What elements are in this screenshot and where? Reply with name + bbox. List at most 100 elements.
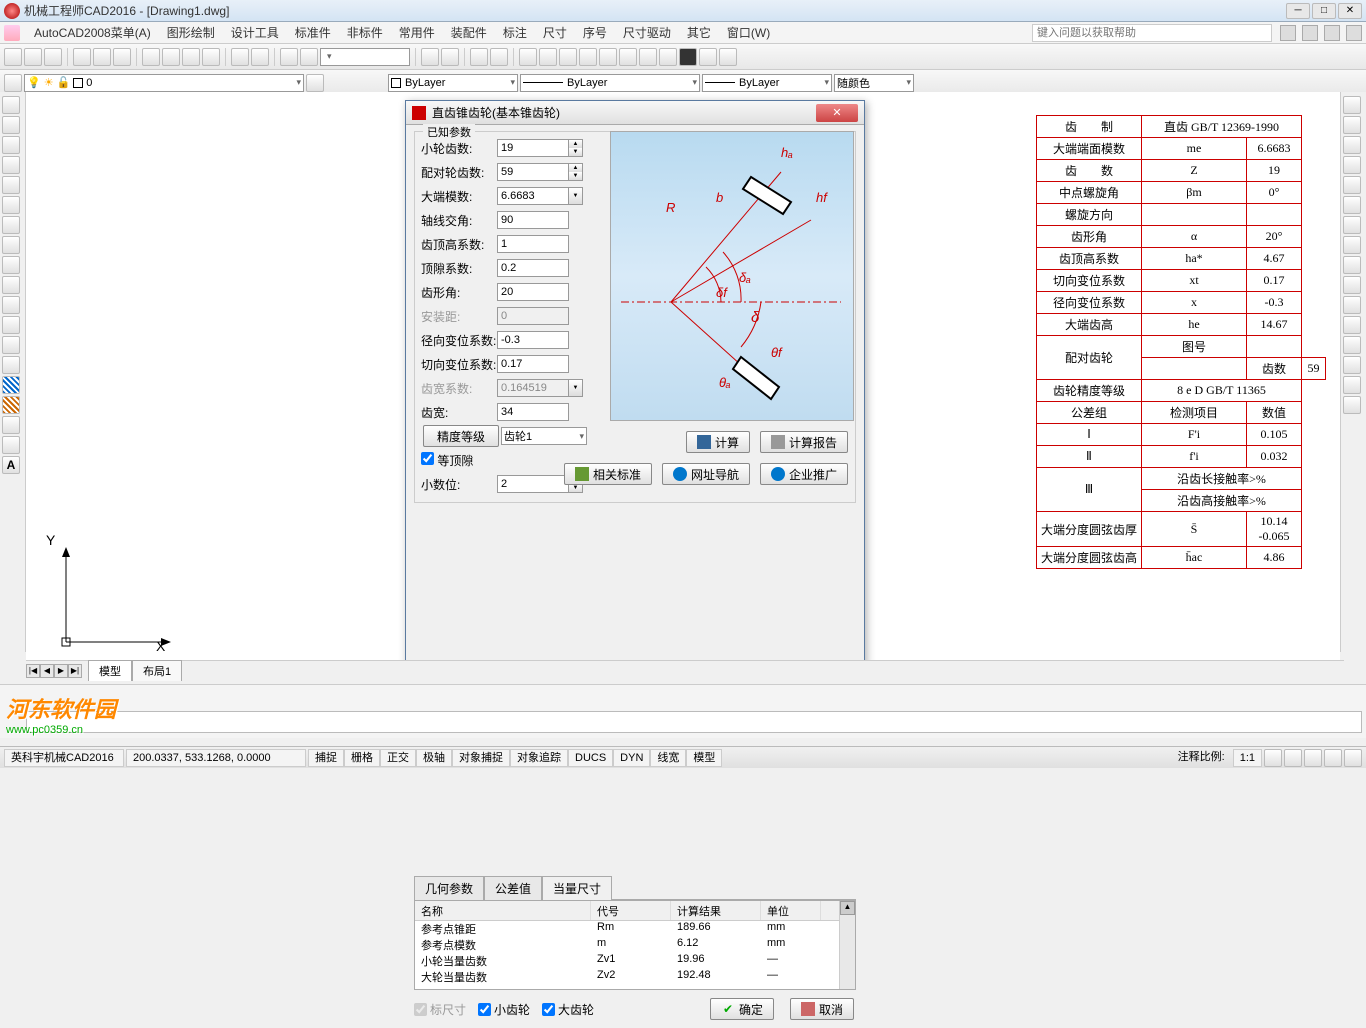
- join-tool[interactable]: [1343, 336, 1361, 354]
- rotate-tool[interactable]: [1343, 216, 1361, 234]
- copy-tool[interactable]: [1343, 116, 1361, 134]
- break-tool[interactable]: [1343, 316, 1361, 334]
- standards-button[interactable]: 相关标准: [564, 463, 652, 485]
- annotation-vis-button[interactable]: [1284, 749, 1302, 767]
- status-toggle-对象捕捉[interactable]: 对象捕捉: [452, 749, 510, 767]
- new-button[interactable]: [4, 48, 22, 66]
- status-toggle-线宽[interactable]: 线宽: [650, 749, 686, 767]
- results-scrollbar[interactable]: ▲: [839, 901, 855, 989]
- zoom-button[interactable]: [300, 48, 318, 66]
- pan-button[interactable]: [280, 48, 298, 66]
- lineweight-combo[interactable]: ByLayer: [702, 74, 832, 92]
- gear-select-combo[interactable]: 齿轮1: [501, 427, 587, 445]
- trim-tool[interactable]: [1343, 276, 1361, 294]
- param-input[interactable]: [497, 259, 569, 277]
- layer-tool-button[interactable]: [306, 74, 324, 92]
- arc-tool[interactable]: [2, 196, 20, 214]
- tool-button[interactable]: [559, 48, 577, 66]
- tool-button[interactable]: [421, 48, 439, 66]
- status-toggle-捕捉[interactable]: 捕捉: [308, 749, 344, 767]
- preview-button[interactable]: [93, 48, 111, 66]
- ok-button[interactable]: ✔确定: [710, 998, 774, 1020]
- tool-button[interactable]: [619, 48, 637, 66]
- menu-item[interactable]: 标注: [495, 22, 535, 43]
- tool-button[interactable]: [699, 48, 717, 66]
- mirror-tool[interactable]: [1343, 136, 1361, 154]
- xline-tool[interactable]: [2, 116, 20, 134]
- plotstyle-combo[interactable]: 随颜色: [834, 74, 914, 92]
- tool-button[interactable]: [659, 48, 677, 66]
- param-input[interactable]: [497, 211, 569, 229]
- chamfer-tool[interactable]: [1343, 356, 1361, 374]
- spinner-button[interactable]: ▲▼: [569, 163, 583, 181]
- param-input[interactable]: [497, 163, 569, 181]
- combo-button[interactable]: ▼: [569, 379, 583, 397]
- offset-tool[interactable]: [1343, 156, 1361, 174]
- fillet-tool[interactable]: [1343, 376, 1361, 394]
- status-tool-button[interactable]: [1304, 749, 1322, 767]
- precision-button[interactable]: 精度等级: [423, 425, 499, 447]
- maximize-button[interactable]: □: [1312, 3, 1336, 19]
- cancel-button[interactable]: 取消: [790, 998, 854, 1020]
- combo-button[interactable]: ▼: [569, 187, 583, 205]
- promo-button[interactable]: 企业推广: [760, 463, 848, 485]
- search-icon[interactable]: [1280, 25, 1296, 41]
- tool-button[interactable]: [470, 48, 488, 66]
- stretch-tool[interactable]: [1343, 256, 1361, 274]
- tool-button[interactable]: [441, 48, 459, 66]
- status-tool-button[interactable]: [1344, 749, 1362, 767]
- gradient-tool[interactable]: [2, 396, 20, 414]
- status-toggle-正交[interactable]: 正交: [380, 749, 416, 767]
- cut-button[interactable]: [142, 48, 160, 66]
- polygon-tool[interactable]: [2, 156, 20, 174]
- menu-item[interactable]: 序号: [575, 22, 615, 43]
- undo-button[interactable]: [231, 48, 249, 66]
- open-button[interactable]: [24, 48, 42, 66]
- status-toggle-DUCS[interactable]: DUCS: [568, 749, 613, 767]
- zoom-combo[interactable]: [320, 48, 410, 66]
- redo-button[interactable]: [251, 48, 269, 66]
- insert-tool[interactable]: [2, 316, 20, 334]
- move-tool[interactable]: [1343, 196, 1361, 214]
- block-tool[interactable]: [2, 336, 20, 354]
- param-input[interactable]: [497, 187, 569, 205]
- rect-tool[interactable]: [2, 176, 20, 194]
- result-row[interactable]: 参考点锥距Rm189.66mm: [415, 921, 855, 937]
- annotation-scale-button[interactable]: [1264, 749, 1282, 767]
- circle-tool[interactable]: [2, 216, 20, 234]
- param-input[interactable]: [497, 331, 569, 349]
- hatch-tool[interactable]: [2, 376, 20, 394]
- print-button[interactable]: [73, 48, 91, 66]
- close-button[interactable]: ✕: [1338, 3, 1362, 19]
- tab-prev-button[interactable]: ◀: [40, 664, 54, 678]
- point-tool[interactable]: [2, 356, 20, 374]
- line-tool[interactable]: [2, 96, 20, 114]
- tab-last-button[interactable]: ▶|: [68, 664, 82, 678]
- report-button[interactable]: 计算报告: [760, 431, 848, 453]
- status-toggle-模型[interactable]: 模型: [686, 749, 722, 767]
- calculate-button[interactable]: 计算: [686, 431, 750, 453]
- menu-item[interactable]: 图形绘制: [159, 22, 223, 43]
- text-tool[interactable]: A: [2, 456, 20, 474]
- help-search-input[interactable]: [1032, 24, 1272, 42]
- region-tool[interactable]: [2, 416, 20, 434]
- match-button[interactable]: [202, 48, 220, 66]
- status-toggle-DYN[interactable]: DYN: [613, 749, 650, 767]
- scale-value[interactable]: 1:1: [1233, 749, 1262, 767]
- result-row[interactable]: 大轮当量齿数Zv2192.48—: [415, 969, 855, 985]
- save-button[interactable]: [44, 48, 62, 66]
- calculator-button[interactable]: [679, 48, 697, 66]
- spline-tool[interactable]: [2, 256, 20, 274]
- tool-button[interactable]: [490, 48, 508, 66]
- param-input[interactable]: [497, 139, 569, 157]
- result-row[interactable]: 小轮当量齿数Zv119.96—: [415, 953, 855, 969]
- menu-item[interactable]: 尺寸: [535, 22, 575, 43]
- param-input[interactable]: [497, 283, 569, 301]
- pline-tool[interactable]: [2, 136, 20, 154]
- minimize-button[interactable]: ─: [1286, 3, 1310, 19]
- menu-item[interactable]: 常用件: [391, 22, 443, 43]
- param-input[interactable]: [497, 235, 569, 253]
- layer-combo[interactable]: 💡 ☀ 🔓 0: [24, 74, 304, 92]
- equal-clearance-checkbox[interactable]: 等顶隙: [421, 452, 473, 469]
- dialog-tab[interactable]: 公差值: [484, 876, 542, 900]
